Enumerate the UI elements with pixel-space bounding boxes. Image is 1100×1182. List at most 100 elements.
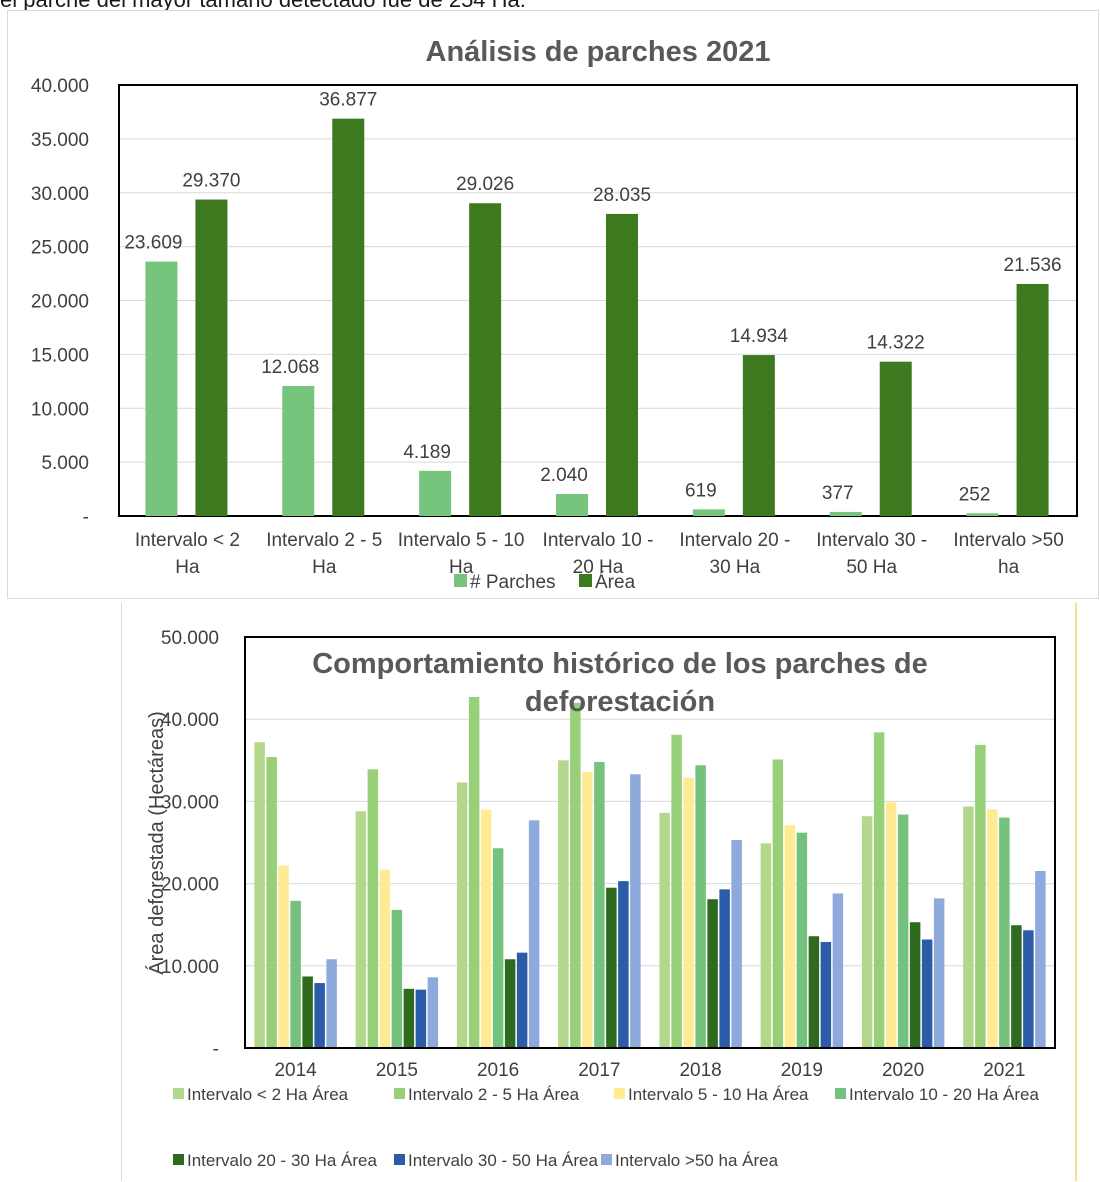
chart2-ylabel: Área deforestada (Hectáreas) — [145, 711, 168, 974]
chart2-title-line2: deforestación — [525, 686, 715, 718]
chart2-legend-label: Intervalo 5 - 10 Ha Área — [628, 1085, 809, 1104]
chart2-bar — [933, 898, 945, 1048]
chart1-data-label: 377 — [822, 483, 854, 504]
chart2-ytick-label: 30.000 — [161, 792, 219, 813]
chart1-bar-parches — [282, 385, 315, 516]
chart2-bar — [873, 732, 885, 1048]
chart1-bar-area — [1016, 283, 1049, 516]
chart2-bar — [683, 777, 694, 1048]
chart2-bar — [516, 952, 528, 1048]
chart2-bar — [630, 774, 641, 1048]
chart2-category-label: 2018 — [679, 1060, 721, 1081]
chart2-legend-swatch — [601, 1154, 612, 1165]
chart1-ytick-label: 15.000 — [31, 345, 89, 366]
chart2-legend-label: Intervalo 10 - 20 Ha Área — [849, 1085, 1039, 1104]
chart2-bar — [832, 893, 844, 1048]
chart2-bar — [963, 806, 974, 1048]
chart2-bar — [1011, 925, 1022, 1048]
chart2-ytick-label: 10.000 — [161, 957, 219, 978]
chart1-category-label: Intervalo < 2 — [135, 530, 240, 551]
chart2-ytick-label: 20.000 — [161, 875, 219, 896]
chart2-bar — [504, 959, 516, 1048]
chart2-bar — [468, 697, 480, 1048]
chart2-category-label: 2019 — [781, 1060, 823, 1081]
chart2-bar — [618, 881, 629, 1048]
chart2-bar — [885, 802, 897, 1048]
chart2-bar — [254, 742, 265, 1048]
chart1-bar-parches — [556, 494, 588, 516]
chart2-bar — [760, 843, 772, 1048]
chart1-plot-border — [118, 84, 1078, 517]
chart1-bar-area — [195, 199, 228, 516]
chart2-bar — [975, 744, 986, 1048]
chart2-plot-border — [244, 636, 1056, 1049]
chart2-bar — [719, 889, 730, 1048]
chart1-data-label: 619 — [685, 480, 717, 501]
chart-parches-2021: Análisis de parches 2021 - 5.000 10.000 15.0… — [7, 10, 1099, 599]
chart1-data-label: 4.189 — [403, 442, 451, 463]
chart1-svg: Análisis de parches 2021 - 5.000 10.000 15.0… — [31, 36, 1078, 593]
chart1-data-label: 28.035 — [593, 185, 651, 206]
chart1-category-label: 50 Ha — [846, 557, 897, 578]
chart2-bar — [796, 832, 808, 1048]
chart2-bar — [1023, 930, 1034, 1048]
chart1-data-label: 12.068 — [261, 357, 319, 378]
chart2-bar — [391, 909, 403, 1048]
chart1-data-label: 14.322 — [867, 333, 925, 354]
chart1-category-label: Ha — [312, 557, 337, 578]
chart1-ytick-label: 30.000 — [31, 184, 89, 205]
chart2-legend-label: Intervalo 20 - 30 Ha Área — [187, 1151, 377, 1170]
chart1-data-label: 36.877 — [319, 90, 377, 111]
chart1-ytick-label: - — [83, 507, 89, 528]
chart1-data-label: 252 — [959, 484, 991, 505]
chart2-ytick-label: - — [213, 1039, 219, 1060]
chart1-title: Análisis de parches 2021 — [426, 36, 771, 68]
chart1-legend-swatch-area — [579, 574, 592, 587]
chart1-category-label: ha — [998, 557, 1020, 578]
chart2-bar — [480, 809, 492, 1048]
chart1-data-label: 23.609 — [124, 233, 182, 254]
chart2-category-label: 2015 — [376, 1060, 418, 1081]
chart1-data-label: 29.370 — [182, 171, 240, 192]
chart1-category-label: 20 Ha — [573, 557, 624, 578]
chart2-bar — [659, 812, 670, 1048]
chart2-bar — [909, 922, 921, 1048]
chart2-bar — [695, 765, 706, 1048]
chart1-ytick-label: 5.000 — [41, 453, 89, 474]
chart2-legend-swatch — [394, 1088, 405, 1099]
chart1-bar-parches — [692, 509, 725, 516]
chart1-legend-swatch-parches — [454, 574, 467, 587]
chart1-legend-area: Área — [595, 572, 636, 593]
chart1-bar-parches — [419, 470, 452, 516]
chart2-bar — [427, 977, 439, 1048]
chart1-category-label: 30 Ha — [710, 557, 761, 578]
chart1-category-label: Ha — [449, 557, 474, 578]
chart1-category-label: Intervalo 10 - — [543, 530, 654, 551]
chart2-legend-swatch — [394, 1154, 405, 1165]
chart1-bar-parches — [145, 261, 178, 516]
chart2-bar — [403, 988, 415, 1048]
chart2-bar — [999, 817, 1010, 1048]
chart2-bar — [314, 983, 325, 1048]
chart1-bar-area — [606, 213, 638, 516]
chart2-bar — [570, 702, 581, 1048]
chart2-legend-label: Intervalo 30 - 50 Ha Área — [408, 1151, 598, 1170]
chart2-bar — [731, 840, 742, 1048]
chart2-bar — [707, 899, 718, 1048]
chart2-bar — [784, 825, 796, 1048]
chart2-bar — [897, 814, 909, 1048]
chart1-category-label: Intervalo >50 — [953, 530, 1063, 551]
chart2-title-line1: Comportamiento histórico de los parches … — [312, 648, 928, 680]
chart2-bar — [820, 941, 832, 1048]
chart2-ytick-label: 50.000 — [161, 628, 219, 649]
chart2-legend-swatch — [835, 1088, 846, 1099]
chart2-bar — [415, 989, 427, 1048]
chart2-bar — [290, 900, 301, 1048]
chart2-legend-swatch — [173, 1088, 184, 1099]
chart1-data-label: 29.026 — [456, 174, 514, 195]
chart1-bar-area — [742, 355, 775, 516]
chart2-legend-label: Intervalo >50 ha Área — [615, 1151, 779, 1170]
chart2-bar — [594, 761, 605, 1048]
chart2-bar — [1035, 870, 1046, 1048]
chart1-legend-parches: # Parches — [470, 572, 556, 593]
